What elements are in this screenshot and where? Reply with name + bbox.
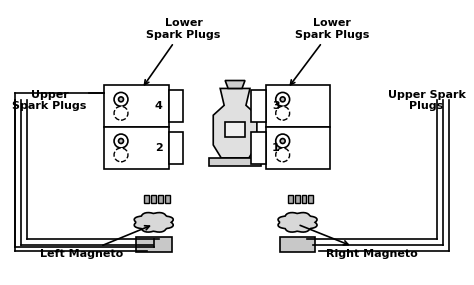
Circle shape xyxy=(276,148,290,162)
Text: Right Magneto: Right Magneto xyxy=(300,225,418,259)
Polygon shape xyxy=(213,88,257,158)
Polygon shape xyxy=(134,213,173,232)
Bar xyxy=(210,158,261,166)
Bar xyxy=(266,86,330,127)
Circle shape xyxy=(276,106,290,120)
Text: Lower
Spark Plugs: Lower Spark Plugs xyxy=(145,18,221,85)
Bar xyxy=(104,127,169,169)
Bar xyxy=(225,122,245,137)
Bar xyxy=(164,195,170,203)
Bar xyxy=(169,90,183,122)
Bar xyxy=(151,195,156,203)
Circle shape xyxy=(118,139,124,143)
Bar xyxy=(251,90,266,122)
Text: 3: 3 xyxy=(272,101,280,111)
Circle shape xyxy=(114,148,128,162)
Bar xyxy=(251,132,266,164)
Text: 4: 4 xyxy=(155,101,163,111)
Bar xyxy=(301,195,307,203)
Text: Upper
Spark Plugs: Upper Spark Plugs xyxy=(12,89,87,111)
Circle shape xyxy=(280,139,285,143)
Polygon shape xyxy=(278,213,317,232)
Polygon shape xyxy=(225,80,245,88)
Circle shape xyxy=(114,134,128,148)
Text: Lower
Spark Plugs: Lower Spark Plugs xyxy=(291,18,369,85)
Bar xyxy=(136,237,172,252)
Bar xyxy=(104,86,169,127)
Text: Upper Spark
Plugs: Upper Spark Plugs xyxy=(388,89,465,111)
Circle shape xyxy=(114,92,128,106)
Bar xyxy=(288,195,292,203)
Text: 2: 2 xyxy=(155,143,163,153)
Bar xyxy=(158,195,163,203)
Bar xyxy=(280,237,315,252)
Text: 1: 1 xyxy=(272,143,280,153)
Bar xyxy=(294,195,300,203)
Bar xyxy=(266,127,330,169)
Text: Left Magneto: Left Magneto xyxy=(40,226,149,259)
Circle shape xyxy=(276,134,290,148)
Circle shape xyxy=(276,92,290,106)
Bar xyxy=(309,195,313,203)
Circle shape xyxy=(114,106,128,120)
Circle shape xyxy=(118,97,124,102)
Circle shape xyxy=(280,97,285,102)
Bar xyxy=(144,195,149,203)
Bar xyxy=(169,132,183,164)
